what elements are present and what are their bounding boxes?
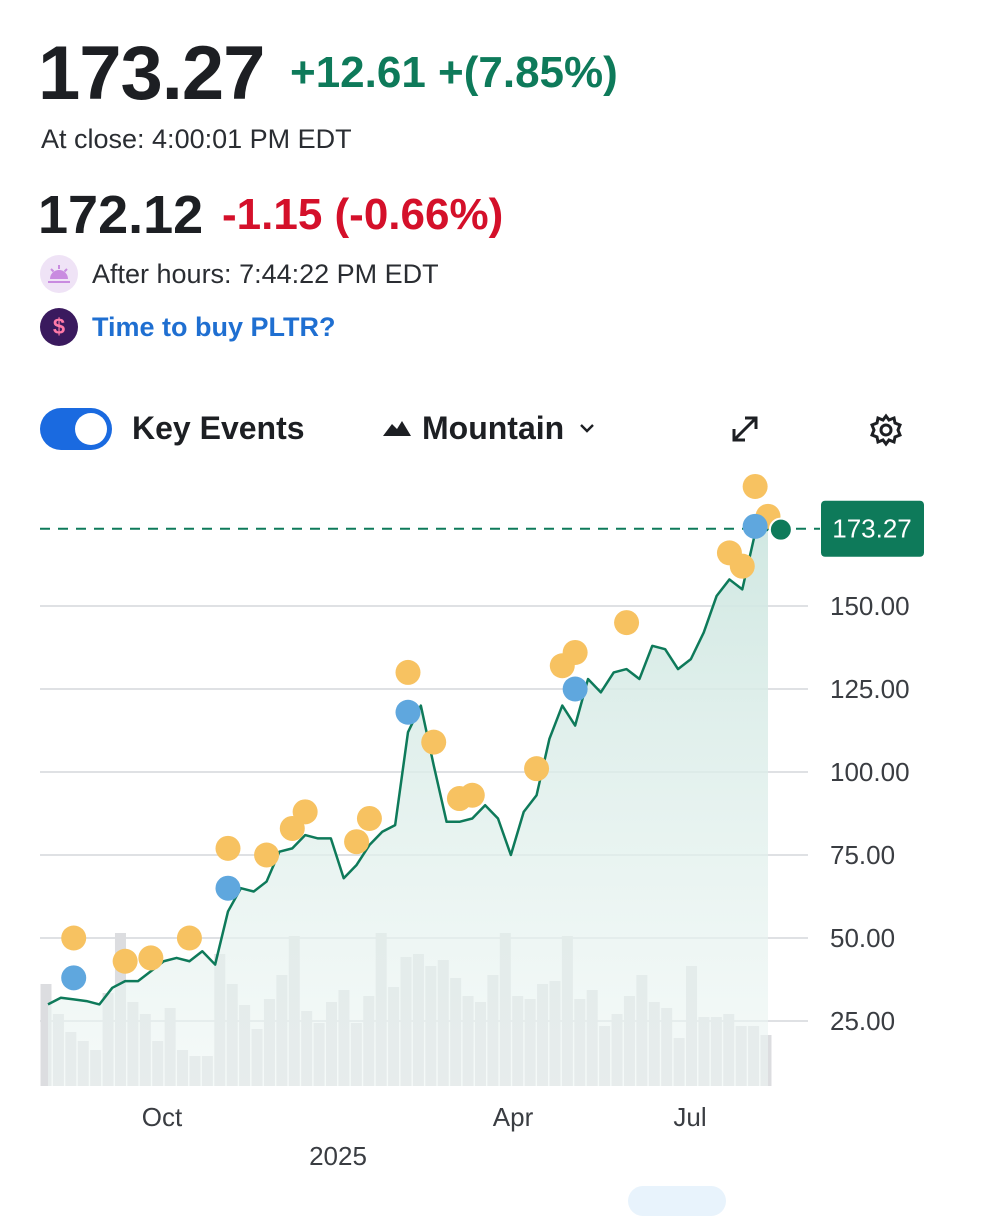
key-event-marker	[215, 835, 241, 861]
expand-button[interactable]	[726, 410, 764, 448]
chevron-down-icon	[580, 424, 595, 433]
after-hours-change: -1.15 (-0.66%)	[222, 190, 504, 239]
key-event-marker	[292, 799, 318, 825]
y-tick-label: 75.00	[830, 840, 895, 870]
y-tick-label: 125.00	[830, 674, 910, 704]
x-tick-year-label: 2025	[309, 1141, 367, 1171]
current-price-marker	[768, 517, 793, 542]
x-tick-label: Oct	[142, 1102, 183, 1132]
key-event-marker	[356, 805, 382, 831]
after-hours-row: After hours: 7:44:22 PM EDT	[40, 254, 439, 294]
key-event-marker	[395, 659, 421, 685]
after-hours-price: 172.12	[38, 185, 204, 245]
sunrise-icon	[40, 255, 78, 293]
promo-link[interactable]: $ Time to buy PLTR?	[40, 307, 336, 347]
settings-button[interactable]	[866, 410, 906, 450]
key-event-marker	[138, 945, 164, 971]
promo-link-label[interactable]: Time to buy PLTR?	[92, 311, 336, 342]
dollar-icon: $	[40, 308, 78, 346]
price-chart[interactable]: 173.27 25.00 50.00 75.00 100.00 125.00 150.00…	[0, 460, 985, 1180]
key-event-marker	[112, 948, 138, 974]
key-event-marker	[524, 756, 550, 782]
key-event-marker	[742, 513, 768, 539]
toggle-knob	[75, 413, 107, 445]
after-hours-timestamp: After hours: 7:44:22 PM EDT	[92, 258, 439, 289]
key-event-marker	[614, 610, 640, 636]
y-tick-label: 100.00	[830, 757, 910, 787]
key-event-marker	[742, 473, 768, 499]
current-price-label: 173.27	[832, 514, 912, 544]
bottom-tab-indicator	[628, 1186, 726, 1216]
gear-icon	[870, 413, 902, 447]
price-area	[48, 529, 768, 1086]
close-change: +12.61 +(7.85%)	[290, 48, 618, 97]
key-event-marker	[459, 782, 485, 808]
key-events-label: Key Events	[132, 410, 305, 446]
mountain-icon	[383, 421, 411, 436]
close-price: 173.27	[38, 31, 265, 116]
y-tick-label: 50.00	[830, 923, 895, 953]
key-event-marker	[562, 639, 588, 665]
x-tick-label: Jul	[673, 1102, 706, 1132]
key-event-marker	[254, 842, 280, 868]
key-event-marker	[421, 729, 447, 755]
close-timestamp: At close: 4:00:01 PM EDT	[41, 124, 352, 154]
x-tick-label: Apr	[493, 1102, 534, 1132]
key-event-marker	[176, 925, 202, 951]
y-tick-label: 25.00	[830, 1006, 895, 1036]
key-event-marker	[61, 965, 87, 991]
key-event-marker	[395, 699, 421, 725]
volume-bar	[40, 984, 52, 1086]
price-line	[47, 528, 769, 1006]
key-event-marker	[61, 925, 87, 951]
key-event-marker	[729, 553, 755, 579]
chart-type-label: Mountain	[422, 409, 565, 446]
key-events-toggle[interactable]	[40, 408, 112, 450]
key-event-marker	[215, 875, 241, 901]
key-event-marker	[562, 676, 588, 702]
y-tick-label: 150.00	[830, 591, 910, 621]
expand-icon	[732, 416, 758, 442]
current-price-badge	[821, 500, 924, 557]
key-event-marker	[344, 829, 370, 855]
chart-type-dropdown[interactable]: Mountain	[382, 408, 596, 448]
